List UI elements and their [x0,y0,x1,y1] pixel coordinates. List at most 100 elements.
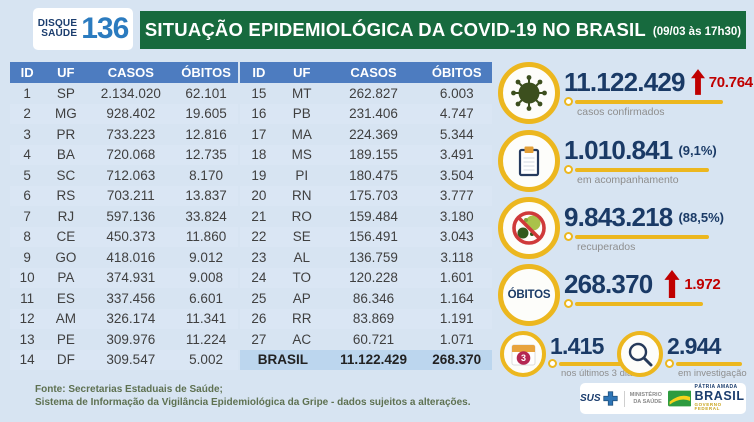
table-cell: 19 [251,167,267,183]
table-cell: 16 [251,106,267,122]
table-cell: 3.504 [439,167,474,183]
table-cell: 25 [251,290,267,306]
table-cell: PI [295,167,309,183]
col-obitos: ÓBITOS [174,62,238,83]
brasil-logo: PÁTRIA AMADA BRASIL GOVERNO FEDERAL [667,385,746,412]
table-cell: 4 [23,147,31,163]
col-casos: CASOS [87,62,175,83]
gold-underline [564,165,709,174]
table-cell: 6.003 [439,85,474,101]
table-cell: 6 [23,188,31,204]
table-cell: 703.211 [106,188,155,204]
summary-panel: 11.122.429 70.764 casos confirmados [495,0,754,422]
table-cell: 10 [19,270,35,286]
table-cell: DF [56,352,75,368]
sus-cross-icon [602,391,618,406]
source-line-1: Fonte: Secretarias Estaduais de Saúde; [35,384,223,395]
table-cell: 231.406 [349,106,398,122]
table-cell: 12.816 [185,126,227,142]
table-cell: 224.369 [349,126,398,142]
table-cell: BA [56,147,75,163]
table-cell: PB [292,106,311,122]
table-cell: 5.344 [439,126,474,142]
table-cell: 19.605 [185,106,227,122]
states-table-left: ID UF CASOS ÓBITOS 1 SP 2.134.020 62.101 2 MG… [10,62,238,370]
clipboard-icon [498,130,560,192]
government-logos: SUS MINISTÉRIO DA SAÚDE PÁTRIA AMADA BRA… [580,383,746,414]
recovered-value: 9.843.218 [564,202,673,232]
table-row: 17 MA 224.369 5.344 [240,124,492,145]
table-cell: 62.101 [185,85,227,101]
table-header-row: ID UF CASOS ÓBITOS [10,62,238,83]
table-cell: MT [291,85,312,101]
table-cell: 189.155 [349,147,398,163]
table-cell: 1 [23,85,31,101]
gold-underline [564,299,703,308]
last3-label: nos últimos 3 dias [561,368,638,379]
table-cell: 309.976 [106,331,156,347]
svg-text:3: 3 [520,353,525,363]
brasil-flag-icon [667,390,692,407]
states-table-right: ID UF CASOS ÓBITOS 15 MT 262.827 6.003 16 PB 2… [240,62,492,370]
up-arrow-icon [690,69,705,95]
table-cell: 83.869 [352,311,395,327]
recovered-label: recuperados [577,241,636,253]
last3-value: 1.415 [550,333,604,359]
table-cell: 180.475 [349,167,398,183]
table-cell: 3.118 [440,249,474,265]
table-cell: 418.016 [106,249,156,265]
table-cell: AP [292,290,311,306]
table-row: 22 SE 156.491 3.043 [240,226,492,247]
table-row: 19 PI 180.475 3.504 [240,165,492,186]
table-cell: 1.071 [439,331,474,347]
table-row: 15 MT 262.827 6.003 [240,83,492,104]
investigation-label: em investigação [678,368,747,379]
title-banner: SITUAÇÃO EPIDEMIOLÓGICA DA COVID-19 NO B… [140,11,746,49]
monitoring-label: em acompanhamento [577,174,679,186]
stat-confirmed: 11.122.429 70.764 casos confirmados [498,62,753,124]
table-cell: 12.735 [185,147,227,163]
brasil-casos: 11.122.429 [325,349,422,370]
table-cell: 33.824 [185,208,227,224]
table-cell: MA [291,126,312,142]
table-row: 21 RO 159.484 3.180 [240,206,492,227]
table-cell: 4.747 [439,106,474,122]
table-cell: 337.456 [106,290,156,306]
table-cell: 597.136 [106,208,156,224]
brasil-total-row: BRASIL 11.122.429 268.370 [240,349,492,370]
table-cell: CE [56,229,76,245]
table-row: 1 SP 2.134.020 62.101 [10,83,238,104]
table-cell: 720.068 [106,147,156,163]
table-row: 18 MS 189.155 3.491 [240,144,492,165]
table-cell: 15 [251,85,267,101]
table-cell: 8 [23,229,31,245]
table-cell: SP [56,85,75,101]
table-cell: 9.012 [189,249,223,265]
table-row: 23 AL 136.759 3.118 [240,247,492,268]
table-row: 25 AP 86.346 1.164 [240,288,492,309]
table-cell: GO [55,249,77,265]
table-cell: 26 [251,311,267,327]
col-id: ID [10,62,45,83]
table-cell: 9.008 [189,270,223,286]
table-row: 8 CE 450.373 11.860 [10,226,238,247]
table-cell: 374.931 [106,270,156,286]
table-cell: 159.484 [349,208,398,224]
brasil-obitos: 268.370 [421,349,492,370]
table-cell: AL [293,249,310,265]
table-cell: 8.170 [189,167,223,183]
table-cell: 3 [23,126,31,142]
table-cell: 3.180 [439,208,474,224]
table-cell: 2 [23,106,31,122]
table-cell: 1.164 [439,290,474,306]
table-cell: SC [56,167,76,183]
table-cell: 86.346 [352,290,395,306]
disque-saude-logo: DISQUE SAÚDE 136 [33,8,133,50]
table-cell: 18 [251,147,267,163]
table-cell: MS [291,147,312,163]
table-cell: 7 [23,208,31,224]
table-cell: RO [291,208,312,224]
no-virus-icon [498,197,560,259]
table-row: 5 SC 712.063 8.170 [10,165,238,186]
disque-saude-label: DISQUE SAÚDE [37,18,78,39]
